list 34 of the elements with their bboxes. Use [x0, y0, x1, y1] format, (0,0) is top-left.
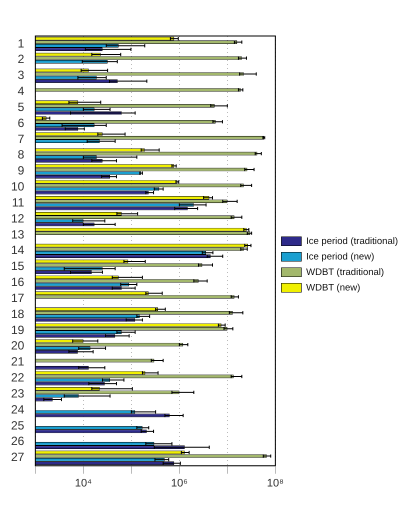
x-tick-label: 10⁸ [266, 477, 284, 490]
y-tick-label: 4 [18, 84, 25, 98]
y-tick-label: 8 [18, 148, 25, 162]
y-tick-label: 21 [10, 354, 25, 369]
y-tick-label: 25 [10, 418, 25, 432]
y-tick-label: 15 [10, 259, 25, 274]
legend-label: Ice period (traditional) [306, 236, 398, 247]
y-tick-label: 24 [10, 402, 25, 416]
y-tick-label: 3 [18, 68, 25, 82]
y-tick-label: 17 [10, 290, 25, 305]
y-tick-label: 9 [18, 164, 25, 178]
y-tick-label: 6 [18, 116, 25, 130]
y-tick-label: 7 [18, 132, 25, 146]
y-tick-label: 18 [10, 306, 25, 321]
y-tick-label: 1 [18, 36, 25, 50]
legend-label: WDBT (traditional) [306, 266, 384, 278]
legend-label: WDBT (new) [306, 282, 360, 294]
y-tick-label: 26 [10, 434, 25, 448]
y-tick-label: 14 [10, 243, 25, 258]
y-tick-label: 20 [10, 338, 25, 353]
y-tick-label: 27 [10, 450, 25, 464]
y-tick-label: 22 [10, 370, 25, 385]
y-tick-label: 12 [10, 211, 25, 226]
x-tick-label: 10⁶ [170, 477, 188, 490]
y-tick-label: 2 [18, 52, 25, 66]
y-tick-label: 19 [10, 322, 25, 337]
y-tick-label: 23 [10, 386, 25, 400]
y-tick-label: 13 [10, 227, 25, 242]
y-tick-label: 10 [10, 180, 25, 194]
y-tick-label: 16 [10, 275, 25, 290]
x-tick-label: 10⁴ [74, 477, 92, 490]
legend-label: Ice period (new) [306, 251, 374, 262]
y-tick-label: 5 [18, 100, 25, 114]
y-tick-label: 11 [12, 195, 25, 210]
